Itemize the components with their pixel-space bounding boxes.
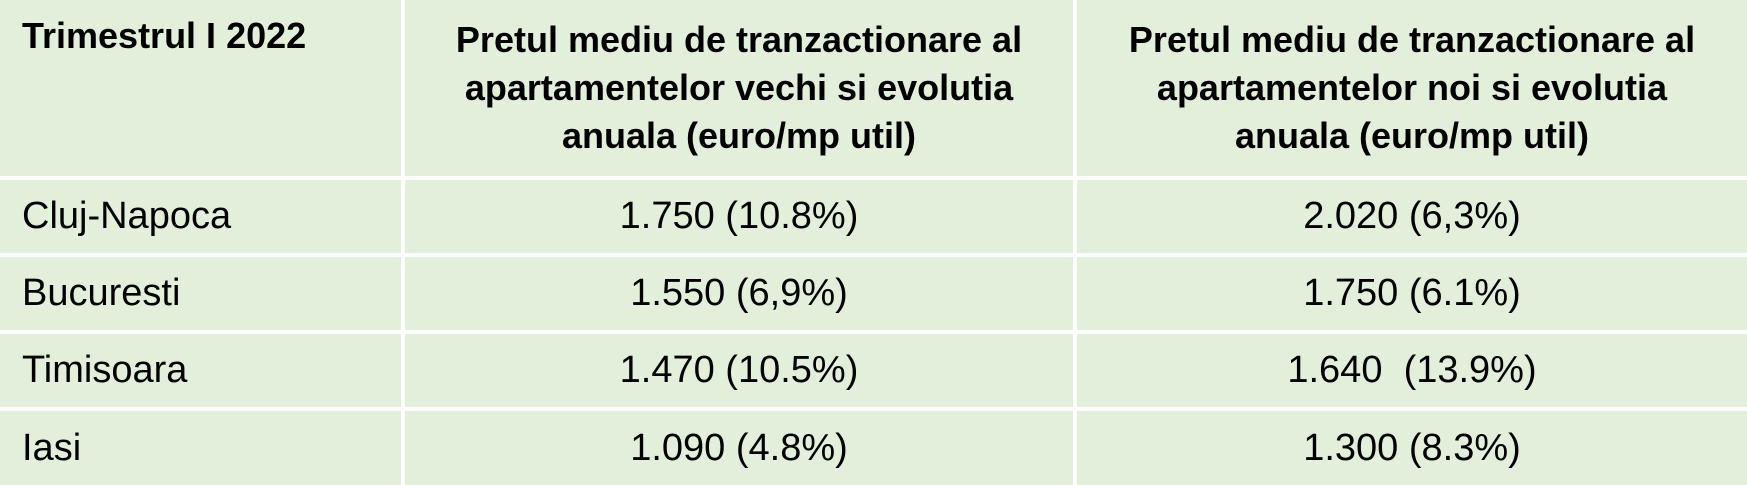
- city-bucuresti: Bucuresti: [0, 257, 401, 330]
- old-price-cluj-napoca: 1.750 (10.8%): [405, 180, 1073, 253]
- new-price-bucuresti: 1.750 (6.1%): [1077, 257, 1747, 330]
- old-price-timisoara: 1.470 (10.5%): [405, 334, 1073, 407]
- header-period: Trimestrul I 2022: [0, 0, 401, 176]
- header-old-apartments: Pretul mediu de tranzactionare al aparta…: [405, 0, 1073, 176]
- old-price-bucuresti: 1.550 (6,9%): [405, 257, 1073, 330]
- city-iasi: Iasi: [0, 411, 401, 485]
- city-cluj-napoca: Cluj-Napoca: [0, 180, 401, 253]
- new-price-iasi: 1.300 (8.3%): [1077, 411, 1747, 485]
- new-price-cluj-napoca: 2.020 (6,3%): [1077, 180, 1747, 253]
- header-new-apartments: Pretul mediu de tranzactionare al aparta…: [1077, 0, 1747, 176]
- old-price-iasi: 1.090 (4.8%): [405, 411, 1073, 485]
- city-timisoara: Timisoara: [0, 334, 401, 407]
- new-price-timisoara: 1.640 (13.9%): [1077, 334, 1747, 407]
